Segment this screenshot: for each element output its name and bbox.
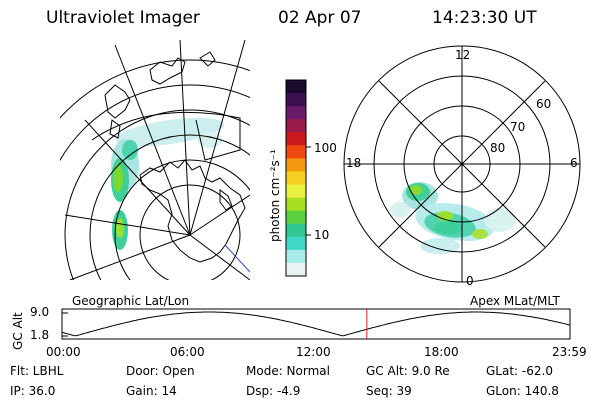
colorbar-swatch [286,132,306,146]
geo-latitude-circles [60,59,250,280]
door-info: Door: Open [126,364,195,378]
colorbar-swatch [286,184,306,199]
filter-info: Flt: LBHL [10,364,64,378]
geo-coastlines [104,51,246,263]
geo-meridians [64,40,250,280]
geo-fov-boundary [91,111,241,161]
glat-info: GLat: -62.0 [486,364,553,378]
mlt-label-12: 12 [455,48,471,62]
colorbar-tick-100: 100 [314,141,337,155]
seq-info: Seq: 39 [366,384,412,398]
altitude-xtick-1200: 12:00 [296,345,331,359]
colorbar-unit-label: photon cm⁻²s⁻¹ [268,149,282,242]
colorbar-swatch [286,197,306,212]
colorbar-swatch [286,236,306,251]
colorbar-swatch [286,80,306,94]
colorbar-swatch [286,171,306,186]
colorbar-swatch [286,158,306,172]
ip-info: IP: 36.0 [10,384,56,398]
colorbar-swatch [286,145,306,159]
colorbar-border [285,79,307,277]
mlat-label-80: 80 [490,141,506,155]
imager-title: Ultraviolet Imager [46,8,200,28]
altitude-ytick-high: 9.0 [30,305,50,319]
dsp-info: Dsp: -4.9 [246,384,301,398]
altitude-xtick-1800: 18:00 [424,345,459,359]
mode-info: Mode: Normal [246,364,330,378]
gc-alt-info: GC Alt: 9.0 Re [366,364,450,378]
altitude-ylabel: GC Alt [11,312,25,350]
mlat-label-60: 60 [536,97,552,111]
altitude-xtick-2359: 23:59 [552,345,587,359]
altitude-plot [61,308,571,340]
glon-info: GLon: 140.8 [486,384,559,398]
mlat-label-70: 70 [510,120,526,134]
colorbar-tick-10: 10 [314,228,330,242]
geographic-map [60,40,250,280]
mlt-label-0: 0 [466,274,474,288]
colorbar-swatch [286,119,306,133]
colorbar-swatch [286,93,306,107]
mlt-label-6: 6 [570,156,578,170]
mlt-label-18: 18 [346,156,362,170]
altitude-xtick-0600: 06:00 [170,345,205,359]
image-date: 02 Apr 07 [278,8,362,28]
polar-grid [343,45,581,283]
image-time: 14:23:30 UT [432,8,537,28]
colorbar-swatch [286,210,306,225]
colorbar-swatch [286,262,306,277]
colorbar [285,79,311,277]
colorbar-swatch [286,249,306,264]
geographic-caption: Geographic Lat/Lon [72,294,190,308]
gain-info: Gain: 14 [126,384,177,398]
altitude-ytick-low: 1.8 [30,328,50,342]
altitude-curve [61,311,571,337]
polar-aurora-emission [390,182,516,254]
colorbar-swatch [286,223,306,238]
altitude-xtick-0000: 00:00 [46,345,81,359]
colorbar-swatch [286,106,306,120]
polar-caption: Apex MLat/MLT [470,294,560,308]
